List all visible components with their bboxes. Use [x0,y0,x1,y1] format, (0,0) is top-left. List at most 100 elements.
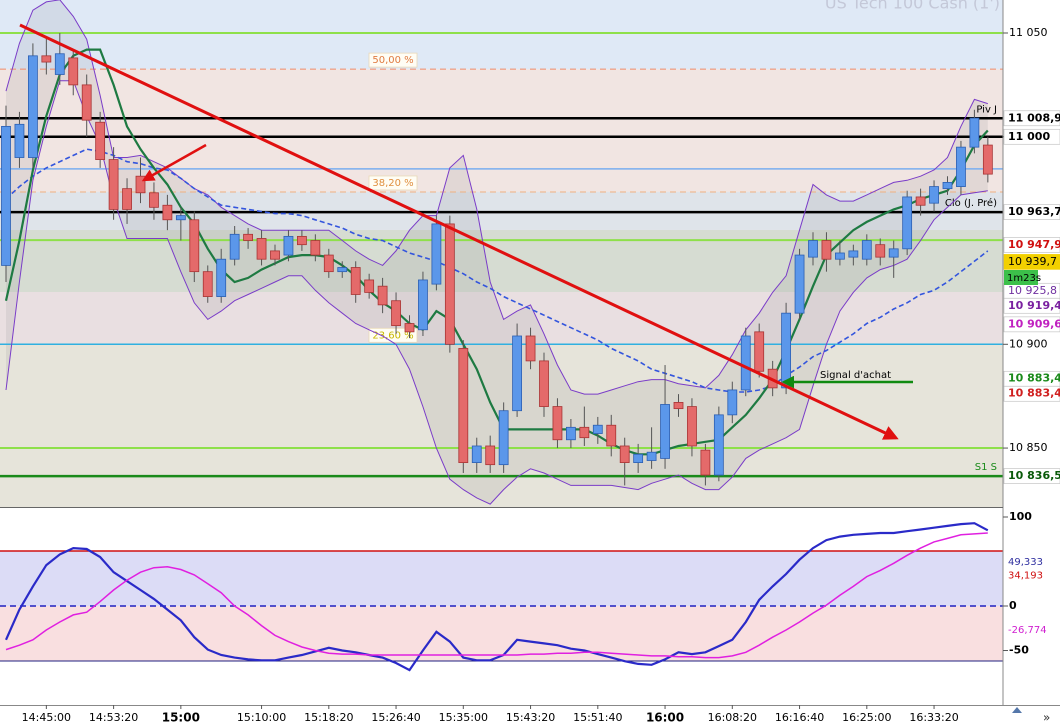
candle-body [135,175,146,194]
candle-body [888,248,899,258]
candle-body [835,252,845,260]
candle-body [498,410,509,466]
x-tick-label: 16:00 [646,711,684,725]
level-label-box [368,175,418,191]
candle-body [68,57,79,86]
candle-body [256,238,267,260]
candle-body [982,144,993,175]
level-label: S1 S [975,462,997,473]
oscillator-line [4,522,989,672]
price-label: 10 883,4 [1008,387,1060,400]
candle-body [848,250,859,258]
candle-body [202,271,213,297]
candle-body [525,335,536,362]
trend-line [19,23,899,440]
price-label: 10 836,5 [1008,469,1060,482]
y-tick-label: 10 900 [1009,337,1048,350]
annotation: Signal d'achat [820,370,891,381]
candle-body [566,426,576,441]
value-label: -26,774 [1008,625,1047,636]
candle-body [162,204,173,221]
time-axis-bg [0,705,1060,727]
x-tick-label: 16:16:40 [775,711,824,724]
zone [0,291,1003,345]
zone [0,550,1003,607]
candle-body [95,121,106,160]
y-tick-label: 10 850 [1009,441,1048,454]
candle-body [660,404,670,459]
price-label: 11 000 [1008,130,1050,143]
candle-body [592,424,603,434]
candle-body [606,424,617,447]
candle-body [1,125,11,266]
candle-body [485,445,496,466]
price-label-box [1003,237,1060,253]
candle-body [14,123,25,158]
moving-average [4,48,989,456]
candle-body [552,406,563,441]
zone [0,69,1003,192]
candle-body [794,254,805,314]
x-tick-label: 15:18:20 [304,711,353,724]
x-tick-label: 16:08:20 [708,711,757,724]
candle-body [310,240,321,256]
value-label: 34,193 [1008,571,1043,582]
zone [0,0,1003,70]
y-tick-label: 0 [1009,599,1017,612]
y-tick-label: 11 050 [1009,26,1048,39]
oscillator-line [5,532,988,659]
candle-body [875,244,886,258]
price-label-box [1003,297,1060,314]
candle-body [41,55,52,63]
band-line [5,0,988,395]
candle-body [633,453,644,463]
candle-body [283,235,294,256]
price-label: 10 963,7 [1008,205,1060,218]
corner-icon[interactable] [1012,707,1022,713]
price-label-box [1003,110,1060,127]
candle-body [929,186,939,204]
price-plot: 50,00 % Piv J 38,20 % Clo (J. Pré) 23,60 % S1… [0,0,1003,507]
candle-body [579,426,590,439]
level-label: 50,00 % [372,55,413,66]
level-label-box [368,52,418,68]
candle-body [512,335,522,412]
level-label: Clo (J. Pré) [945,197,997,209]
candle-body [781,312,791,389]
candle-body [296,235,307,246]
price-label: 10 947,9 [1008,238,1060,251]
candle-body [54,53,65,75]
y-tick-label: -50 [1009,644,1029,657]
price-label-box [1003,254,1060,270]
candle-body [808,240,818,258]
chart-title: US Tech 100 Cash (1') [825,0,1000,13]
oscillator-plot [0,522,1003,672]
candle-body [942,182,953,190]
candle-body [740,335,751,391]
timer-box [1004,270,1038,285]
candle-body [391,300,401,327]
candle-body [189,219,200,273]
candle-body [81,84,92,121]
candle-body [713,414,724,476]
candle-body [727,389,738,416]
x-tick-label: 15:43:20 [506,711,555,724]
level-label: 38,20 % [372,178,413,189]
price-label: 10 939,7 [1008,255,1057,268]
candle-body [122,188,132,210]
moving-average [5,148,989,393]
x-tick-label: 16:33:20 [909,711,958,724]
scroll-icon[interactable]: » [1043,711,1050,725]
candle-body [364,279,375,293]
candle-body [149,192,159,208]
candle-body [404,323,415,333]
candle-body [915,196,926,206]
x-tick-label: 16:25:00 [842,711,891,724]
candle-body [27,55,38,158]
drawings: Signal d'achat [19,23,913,440]
x-tick-label: 15:35:00 [439,711,488,724]
candle-body [270,250,280,260]
candle-body [956,146,966,187]
x-tick-label: 15:00 [162,711,200,725]
